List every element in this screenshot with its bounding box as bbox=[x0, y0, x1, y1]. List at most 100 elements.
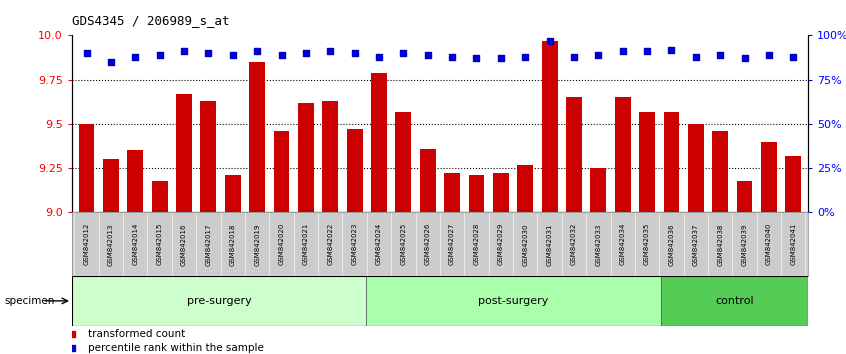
Bar bbox=[151, 181, 168, 212]
Point bbox=[80, 50, 93, 56]
Point bbox=[421, 52, 435, 58]
Point bbox=[713, 52, 727, 58]
Text: GSM842024: GSM842024 bbox=[376, 223, 382, 266]
Point bbox=[348, 50, 361, 56]
Point bbox=[787, 54, 800, 59]
Point bbox=[689, 54, 702, 59]
Bar bbox=[128, 150, 143, 212]
Text: GSM842041: GSM842041 bbox=[790, 223, 796, 266]
Bar bbox=[737, 181, 752, 212]
Text: GSM842021: GSM842021 bbox=[303, 223, 309, 266]
Text: specimen: specimen bbox=[4, 296, 55, 306]
Point bbox=[323, 48, 337, 54]
Point bbox=[591, 52, 605, 58]
Bar bbox=[103, 159, 118, 212]
Text: GSM842019: GSM842019 bbox=[254, 223, 260, 266]
Text: GSM842023: GSM842023 bbox=[352, 223, 358, 266]
Bar bbox=[663, 112, 679, 212]
Text: GSM842017: GSM842017 bbox=[206, 223, 212, 266]
FancyBboxPatch shape bbox=[661, 276, 808, 326]
Point bbox=[129, 54, 142, 59]
Text: percentile rank within the sample: percentile rank within the sample bbox=[88, 343, 264, 353]
Bar bbox=[420, 149, 436, 212]
Point bbox=[372, 54, 386, 59]
Text: GSM842040: GSM842040 bbox=[766, 223, 772, 266]
Text: GSM842014: GSM842014 bbox=[132, 223, 138, 266]
Text: GSM842012: GSM842012 bbox=[84, 223, 90, 266]
Point bbox=[543, 38, 557, 44]
Bar bbox=[273, 131, 289, 212]
Text: GSM842027: GSM842027 bbox=[449, 223, 455, 266]
Text: GSM842013: GSM842013 bbox=[108, 223, 114, 266]
Point bbox=[153, 52, 167, 58]
Text: GSM842039: GSM842039 bbox=[742, 223, 748, 266]
Bar bbox=[566, 97, 582, 212]
Text: GSM842020: GSM842020 bbox=[278, 223, 284, 266]
Bar bbox=[201, 101, 217, 212]
FancyBboxPatch shape bbox=[366, 276, 661, 326]
Bar bbox=[640, 112, 655, 212]
Point bbox=[275, 52, 288, 58]
Text: GSM842035: GSM842035 bbox=[644, 223, 650, 266]
Text: GSM842028: GSM842028 bbox=[474, 223, 480, 266]
Point bbox=[250, 48, 264, 54]
Bar bbox=[591, 168, 607, 212]
Bar bbox=[322, 101, 338, 212]
Bar bbox=[615, 97, 630, 212]
Point bbox=[299, 50, 313, 56]
Bar bbox=[688, 124, 704, 212]
Point bbox=[226, 52, 239, 58]
Point bbox=[104, 59, 118, 65]
Bar bbox=[79, 124, 95, 212]
Bar bbox=[395, 112, 411, 212]
Bar bbox=[176, 94, 192, 212]
Bar bbox=[761, 142, 777, 212]
FancyBboxPatch shape bbox=[72, 276, 366, 326]
Text: GSM842025: GSM842025 bbox=[400, 223, 406, 266]
Text: GSM842029: GSM842029 bbox=[497, 223, 504, 266]
Bar bbox=[712, 131, 728, 212]
Text: GSM842016: GSM842016 bbox=[181, 223, 187, 266]
Text: transformed count: transformed count bbox=[88, 329, 185, 339]
Bar bbox=[225, 175, 240, 212]
Point bbox=[616, 48, 629, 54]
Text: GSM842032: GSM842032 bbox=[571, 223, 577, 266]
Bar bbox=[298, 103, 314, 212]
Bar bbox=[250, 62, 265, 212]
Point bbox=[567, 54, 580, 59]
Point bbox=[397, 50, 410, 56]
Text: pre-surgery: pre-surgery bbox=[187, 296, 251, 306]
Point bbox=[178, 48, 191, 54]
Bar bbox=[785, 156, 801, 212]
Text: GSM842015: GSM842015 bbox=[157, 223, 162, 266]
Text: GDS4345 / 206989_s_at: GDS4345 / 206989_s_at bbox=[72, 14, 229, 27]
Bar bbox=[347, 129, 363, 212]
Point bbox=[470, 56, 483, 61]
Point bbox=[201, 50, 215, 56]
Point bbox=[762, 52, 776, 58]
Bar bbox=[444, 173, 460, 212]
Text: post-surgery: post-surgery bbox=[478, 296, 549, 306]
Text: GSM842036: GSM842036 bbox=[668, 223, 674, 266]
Point bbox=[445, 54, 459, 59]
Text: GSM842034: GSM842034 bbox=[620, 223, 626, 266]
Text: control: control bbox=[715, 296, 754, 306]
Text: GSM842033: GSM842033 bbox=[596, 223, 602, 266]
Bar bbox=[493, 173, 508, 212]
Point bbox=[519, 54, 532, 59]
Text: GSM842031: GSM842031 bbox=[547, 223, 552, 266]
Point bbox=[665, 47, 678, 52]
Bar bbox=[541, 41, 558, 212]
Point bbox=[494, 56, 508, 61]
Text: GSM842022: GSM842022 bbox=[327, 223, 333, 266]
Bar bbox=[517, 165, 533, 212]
Text: GSM842030: GSM842030 bbox=[522, 223, 528, 266]
Bar bbox=[469, 175, 485, 212]
Text: GSM842018: GSM842018 bbox=[230, 223, 236, 266]
Point bbox=[640, 48, 654, 54]
Text: GSM842026: GSM842026 bbox=[425, 223, 431, 266]
Text: GSM842037: GSM842037 bbox=[693, 223, 699, 266]
Point bbox=[738, 56, 751, 61]
Bar bbox=[371, 73, 387, 212]
Text: GSM842038: GSM842038 bbox=[717, 223, 723, 266]
